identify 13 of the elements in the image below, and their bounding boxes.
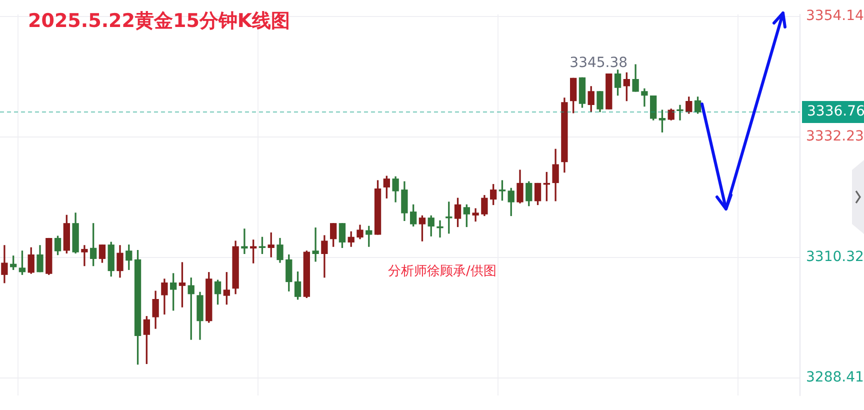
y-tick-label: 3332.23 xyxy=(806,128,864,145)
y-tick-label: 3288.41 xyxy=(806,370,864,386)
y-tick-label: 3354.14 xyxy=(806,8,864,24)
candlestick xyxy=(81,245,88,266)
ref-line-label: 3336.76 xyxy=(807,104,864,120)
candlestick xyxy=(241,228,248,254)
annotation: 3345.38 xyxy=(570,54,628,71)
chart-title: 2025.5.22黄金15分钟K线图 xyxy=(28,9,290,34)
y-tick-label: 3310.32 xyxy=(806,249,864,266)
candlestick xyxy=(312,228,319,262)
annotation: 分析师徐顾承/供图 xyxy=(388,263,496,280)
candlestick xyxy=(676,104,684,120)
candlestick xyxy=(472,208,479,222)
